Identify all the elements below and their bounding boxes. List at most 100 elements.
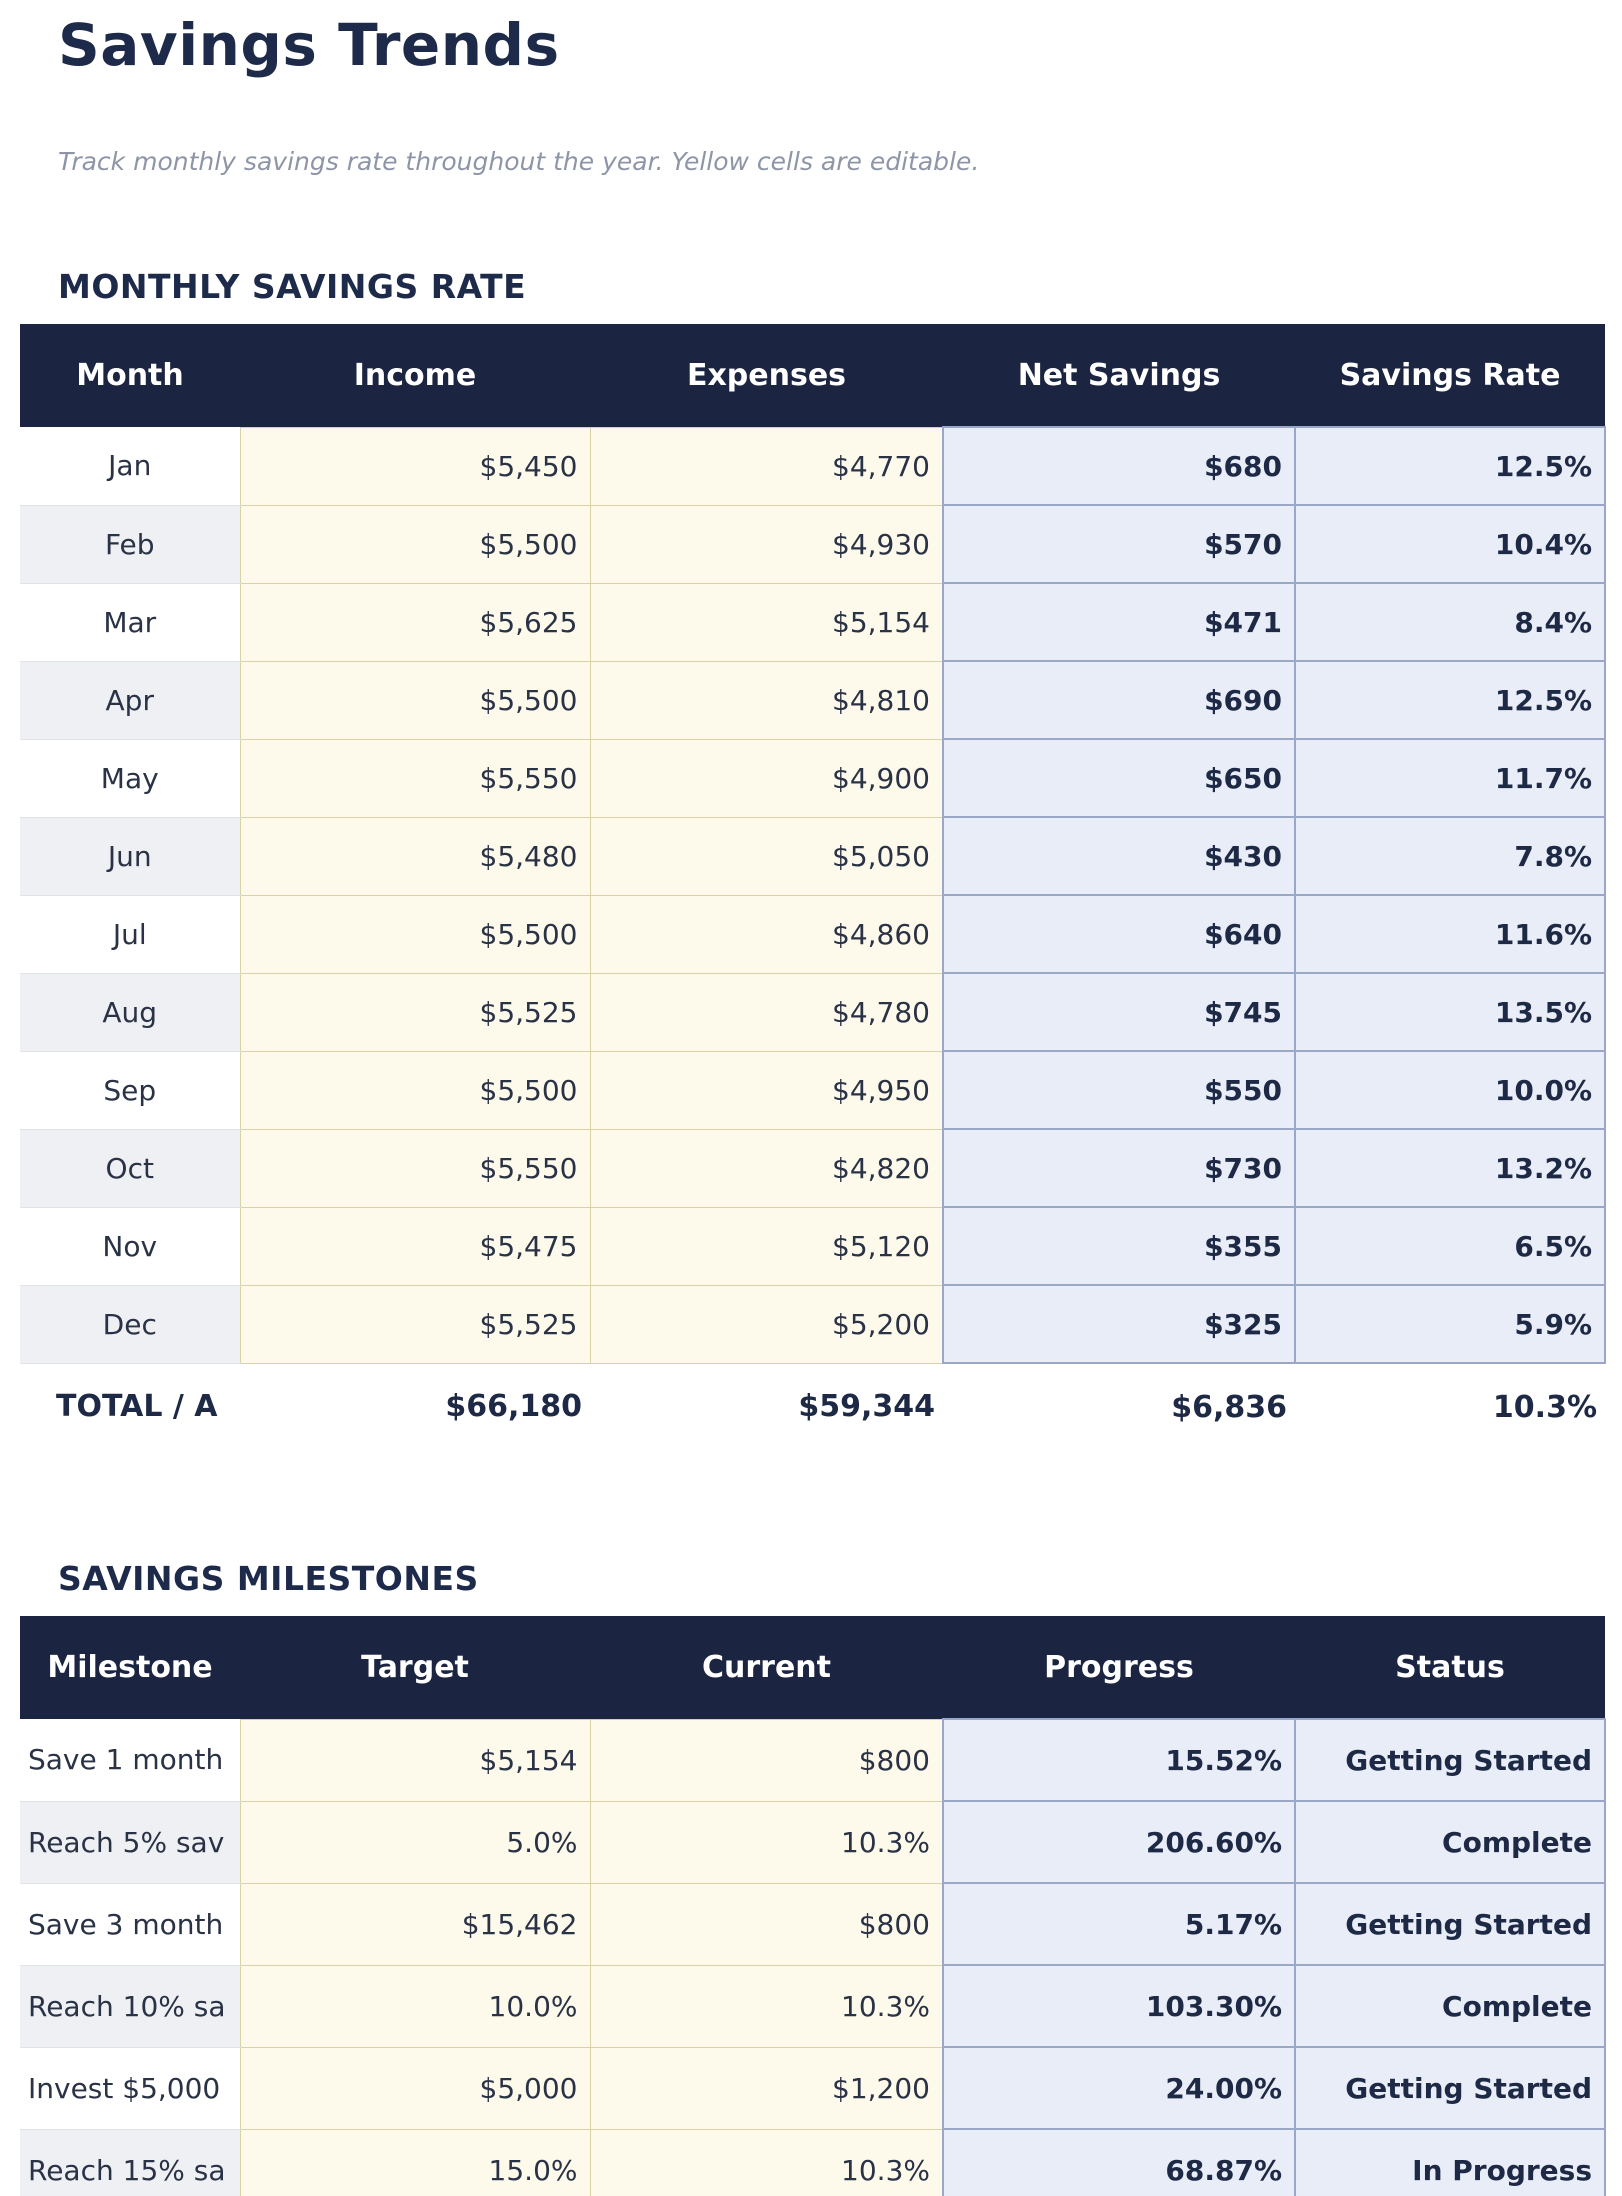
expenses-cell[interactable]: $5,200	[589, 1284, 944, 1364]
milestone-cell: Reach 15% sa	[20, 2129, 240, 2196]
expenses-cell[interactable]: $4,900	[589, 738, 944, 818]
table-row: Reach 5% sav 5.0% 10.3% 206.60% Complete	[20, 1800, 1606, 1884]
income-cell[interactable]: $5,450	[239, 426, 591, 506]
income-cell[interactable]: $5,550	[239, 738, 591, 818]
table-row: Dec $5,525 $5,200 $325 5.9%	[20, 1284, 1606, 1364]
expenses-cell[interactable]: $4,780	[589, 972, 944, 1052]
current-cell[interactable]: 10.3%	[589, 2128, 944, 2196]
table-row: Aug $5,525 $4,780 $745 13.5%	[20, 972, 1606, 1052]
month-cell: Jul	[20, 895, 240, 974]
savings-rate-cell: 8.4%	[1294, 582, 1606, 662]
col-header-milestone: Milestone	[20, 1616, 240, 1719]
savings-rate-cell: 11.7%	[1294, 738, 1606, 818]
status-cell: Complete	[1294, 1964, 1606, 2048]
current-cell[interactable]: 10.3%	[589, 1800, 944, 1884]
table-row: Jan $5,450 $4,770 $680 12.5%	[20, 426, 1606, 506]
current-cell[interactable]: $1,200	[589, 2046, 944, 2130]
target-cell[interactable]: 5.0%	[239, 1800, 591, 1884]
table-row: Jul $5,500 $4,860 $640 11.6%	[20, 894, 1606, 974]
col-header-progress: Progress	[943, 1616, 1295, 1719]
expenses-cell[interactable]: $4,930	[589, 504, 944, 584]
total-income: $66,180	[240, 1363, 590, 1450]
income-cell[interactable]: $5,525	[239, 972, 591, 1052]
table-row: Save 3 month $15,462 $800 5.17% Getting Star…	[20, 1882, 1606, 1966]
income-cell[interactable]: $5,500	[239, 660, 591, 740]
net-savings-cell: $640	[942, 894, 1296, 974]
current-cell[interactable]: $800	[589, 1718, 944, 1802]
savings-rate-cell: 13.2%	[1294, 1128, 1606, 1208]
progress-cell: 15.52%	[942, 1718, 1296, 1802]
expenses-cell[interactable]: $4,770	[589, 426, 944, 506]
progress-cell: 206.60%	[942, 1800, 1296, 1884]
target-cell[interactable]: 10.0%	[239, 1964, 591, 2048]
month-cell: Jun	[20, 817, 240, 896]
col-header-expenses: Expenses	[590, 324, 943, 427]
month-cell: Oct	[20, 1129, 240, 1208]
savings-rate-cell: 5.9%	[1294, 1284, 1606, 1364]
income-cell[interactable]: $5,550	[239, 1128, 591, 1208]
target-cell[interactable]: 15.0%	[239, 2128, 591, 2196]
table-row: Oct $5,550 $4,820 $730 13.2%	[20, 1128, 1606, 1208]
table-row: Reach 15% sa 15.0% 10.3% 68.87% In Progress	[20, 2128, 1606, 2196]
status-cell: Getting Started	[1294, 1882, 1606, 1966]
col-header-month: Month	[20, 324, 240, 427]
savings-rate-cell: 10.0%	[1294, 1050, 1606, 1130]
target-cell[interactable]: $5,000	[239, 2046, 591, 2130]
table-row: May $5,550 $4,900 $650 11.7%	[20, 738, 1606, 818]
progress-cell: 5.17%	[942, 1882, 1296, 1966]
milestone-cell: Save 3 month	[20, 1883, 240, 1966]
expenses-cell[interactable]: $5,120	[589, 1206, 944, 1286]
page-title: Savings Trends	[58, 11, 560, 79]
status-cell: In Progress	[1294, 2128, 1606, 2196]
income-cell[interactable]: $5,480	[239, 816, 591, 896]
col-header-savings-rate: Savings Rate	[1295, 324, 1605, 427]
month-cell: Aug	[20, 973, 240, 1052]
net-savings-cell: $550	[942, 1050, 1296, 1130]
expenses-cell[interactable]: $5,154	[589, 582, 944, 662]
section-heading-milestones: SAVINGS MILESTONES	[58, 1559, 479, 1598]
expenses-cell[interactable]: $4,860	[589, 894, 944, 974]
net-savings-cell: $355	[942, 1206, 1296, 1286]
expenses-cell[interactable]: $4,950	[589, 1050, 944, 1130]
savings-rate-cell: 13.5%	[1294, 972, 1606, 1052]
income-cell[interactable]: $5,625	[239, 582, 591, 662]
status-cell: Getting Started	[1294, 1718, 1606, 1802]
progress-cell: 24.00%	[942, 2046, 1296, 2130]
table-row: Nov $5,475 $5,120 $355 6.5%	[20, 1206, 1606, 1286]
table-row: Sep $5,500 $4,950 $550 10.0%	[20, 1050, 1606, 1130]
income-cell[interactable]: $5,500	[239, 1050, 591, 1130]
table-row: Invest $5,000 $5,000 $1,200 24.00% Getting S…	[20, 2046, 1606, 2130]
expenses-cell[interactable]: $4,810	[589, 660, 944, 740]
expenses-cell[interactable]: $5,050	[589, 816, 944, 896]
net-savings-cell: $680	[942, 426, 1296, 506]
current-cell[interactable]: 10.3%	[589, 1964, 944, 2048]
month-cell: Apr	[20, 661, 240, 740]
milestone-cell: Reach 5% sav	[20, 1801, 240, 1884]
current-cell[interactable]: $800	[589, 1882, 944, 1966]
savings-rate-cell: 12.5%	[1294, 426, 1606, 506]
net-savings-cell: $730	[942, 1128, 1296, 1208]
net-savings-cell: $430	[942, 816, 1296, 896]
expenses-cell[interactable]: $4,820	[589, 1128, 944, 1208]
target-cell[interactable]: $15,462	[239, 1882, 591, 1966]
table-row: Mar $5,625 $5,154 $471 8.4%	[20, 582, 1606, 662]
total-net-savings: $6,836	[943, 1363, 1295, 1450]
month-cell: Jan	[20, 427, 240, 506]
section-heading-monthly: MONTHLY SAVINGS RATE	[58, 267, 527, 306]
monthly-header-row: Month Income Expenses Net Savings Saving…	[20, 324, 1605, 427]
savings-rate-cell: 11.6%	[1294, 894, 1606, 974]
income-cell[interactable]: $5,500	[239, 504, 591, 584]
page-subtitle: Track monthly savings rate throughout th…	[58, 147, 980, 176]
col-header-net-savings: Net Savings	[943, 324, 1295, 427]
progress-cell: 103.30%	[942, 1964, 1296, 2048]
monthly-table-body: Jan $5,450 $4,770 $680 12.5% Feb $5,500 $4,930 $…	[20, 426, 1606, 1364]
income-cell[interactable]: $5,500	[239, 894, 591, 974]
income-cell[interactable]: $5,475	[239, 1206, 591, 1286]
income-cell[interactable]: $5,525	[239, 1284, 591, 1364]
savings-rate-cell: 12.5%	[1294, 660, 1606, 740]
savings-rate-cell: 7.8%	[1294, 816, 1606, 896]
table-row: Save 1 month $5,154 $800 15.52% Getting Star…	[20, 1718, 1606, 1802]
net-savings-cell: $570	[942, 504, 1296, 584]
target-cell[interactable]: $5,154	[239, 1718, 591, 1802]
net-savings-cell: $690	[942, 660, 1296, 740]
